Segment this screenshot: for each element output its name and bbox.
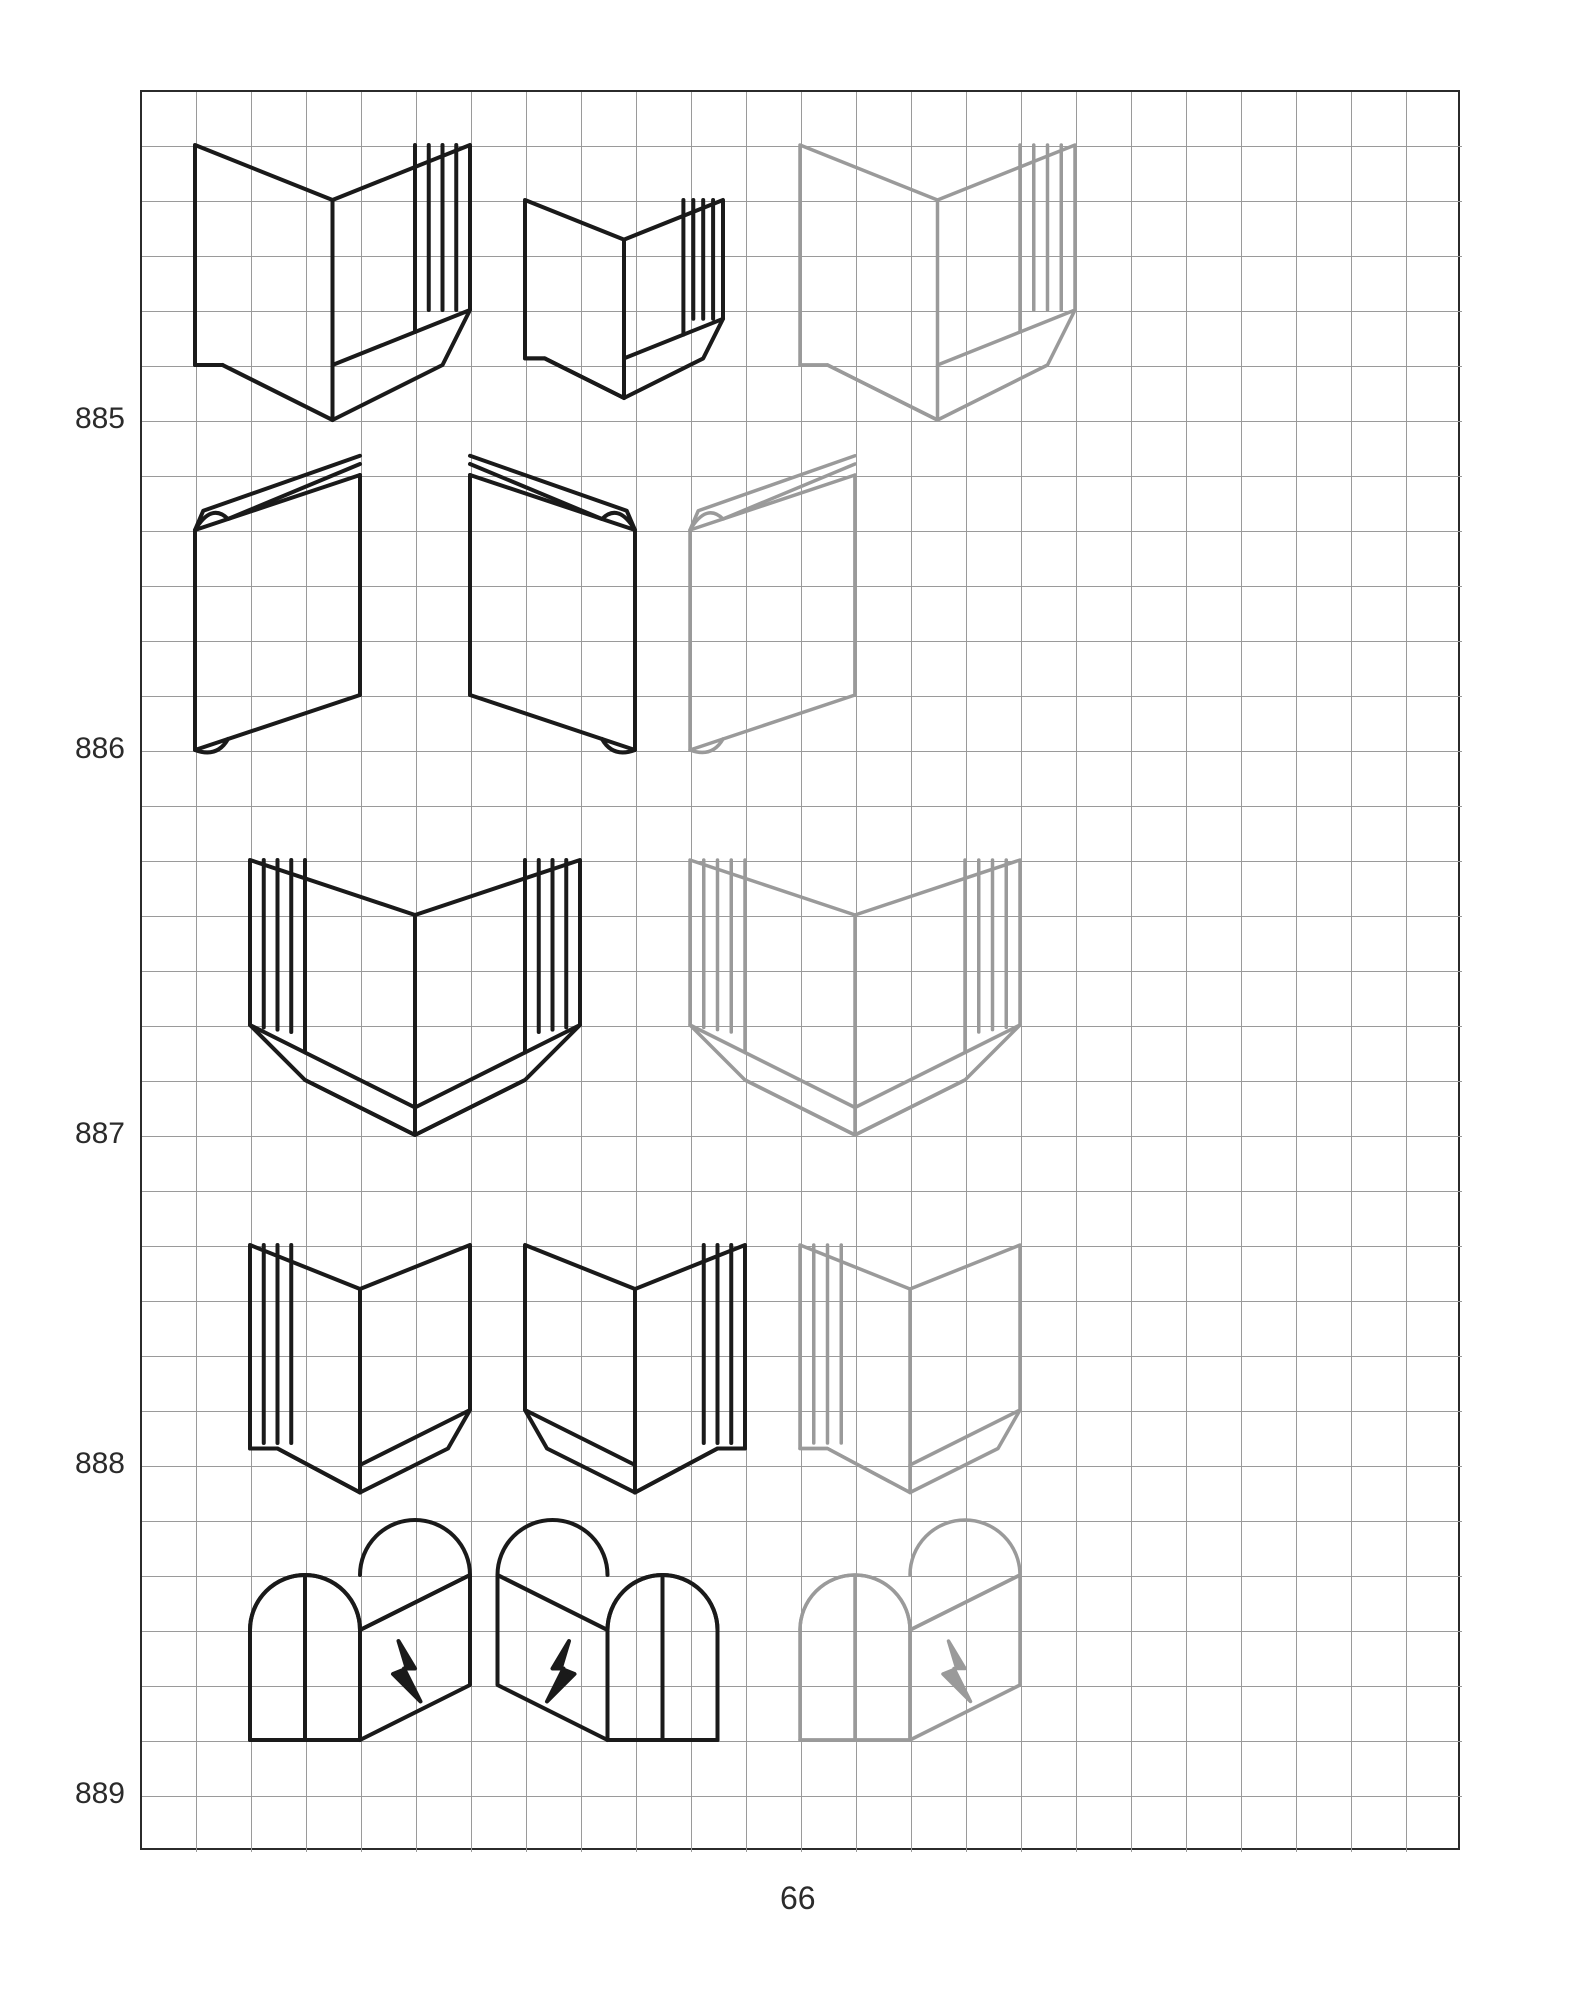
drawing-book885_small: [525, 200, 723, 398]
worksheet-page: 885 886 887 888 889 66: [0, 0, 1575, 2009]
row-label: 887: [55, 1117, 125, 1151]
drawing-book885_large: [195, 145, 470, 420]
drawing-book886_left: [690, 456, 855, 753]
drawing-book885_large: [800, 145, 1075, 420]
drawing-book886_left: [195, 456, 360, 753]
drawing-book888_right: [525, 1245, 745, 1493]
drawing-book888_left: [250, 1245, 470, 1493]
drawing-book887: [690, 860, 1020, 1135]
drawing-mailbox_left: [250, 1520, 470, 1740]
drawing-mailbox_right: [498, 1520, 718, 1740]
row-label: 885: [55, 402, 125, 436]
page-number: 66: [780, 1880, 816, 1917]
drawing-book887: [250, 860, 580, 1135]
row-label: 888: [55, 1447, 125, 1481]
drawing-book888_left: [800, 1245, 1020, 1493]
drawing-layer: [140, 90, 1460, 1850]
row-label: 886: [55, 732, 125, 766]
drawing-mailbox_left: [800, 1520, 1020, 1740]
drawing-book886_right: [470, 456, 635, 753]
row-label: 889: [55, 1777, 125, 1811]
